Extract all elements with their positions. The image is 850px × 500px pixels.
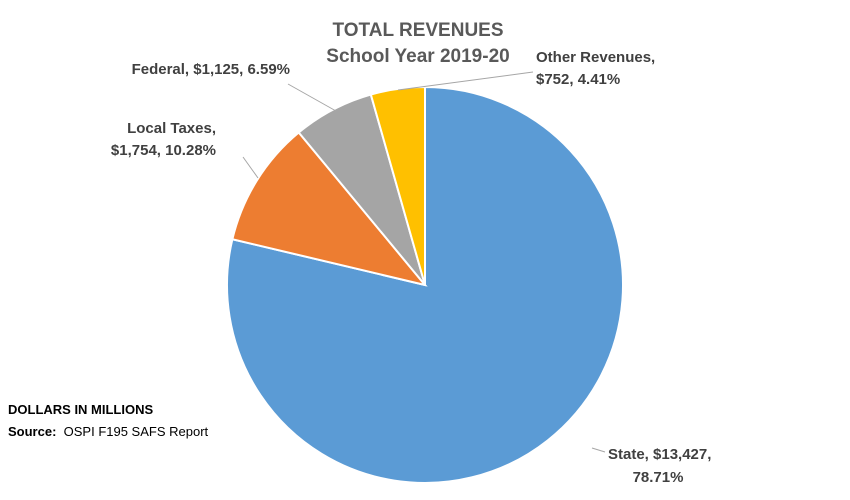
- leader-line-other-revenues: [397, 71, 534, 91]
- chart-title: TOTAL REVENUES: [332, 20, 503, 41]
- slice-labels: State, $13,427, 78.71% Local Taxes, $1,754,…: [111, 49, 712, 486]
- data-label-other-revenues-line2: $752, 4.41%: [536, 71, 620, 88]
- data-label-federal: Federal, $1,125, 6.59%: [132, 61, 290, 78]
- chart-subtitle: School Year 2019-20: [326, 46, 509, 67]
- pie-slice-local-taxes: [231, 131, 428, 287]
- source-label: Source:: [8, 424, 57, 439]
- leader-line-state: [591, 447, 606, 453]
- leader-line-federal: [287, 83, 337, 112]
- pie-slices: [226, 85, 624, 484]
- leader-line-local-taxes: [242, 156, 259, 179]
- data-label-local-taxes-line2: $1,754, 10.28%: [111, 142, 216, 159]
- source-note: Source: OSPI F195 SAFS Report: [8, 424, 208, 439]
- pie-slice-other-revenues: [369, 85, 426, 286]
- data-label-state: State, $13,427,: [608, 446, 711, 463]
- data-label-local-taxes: Local Taxes,: [127, 120, 216, 137]
- pie-slice-state: [226, 85, 624, 484]
- leader-lines: [242, 71, 606, 453]
- data-label-other-revenues: Other Revenues,: [536, 49, 655, 66]
- data-label-state-line2: 78.71%: [633, 469, 684, 486]
- source-text: OSPI F195 SAFS Report: [63, 424, 209, 439]
- units-note: DOLLARS IN MILLIONS: [8, 402, 154, 417]
